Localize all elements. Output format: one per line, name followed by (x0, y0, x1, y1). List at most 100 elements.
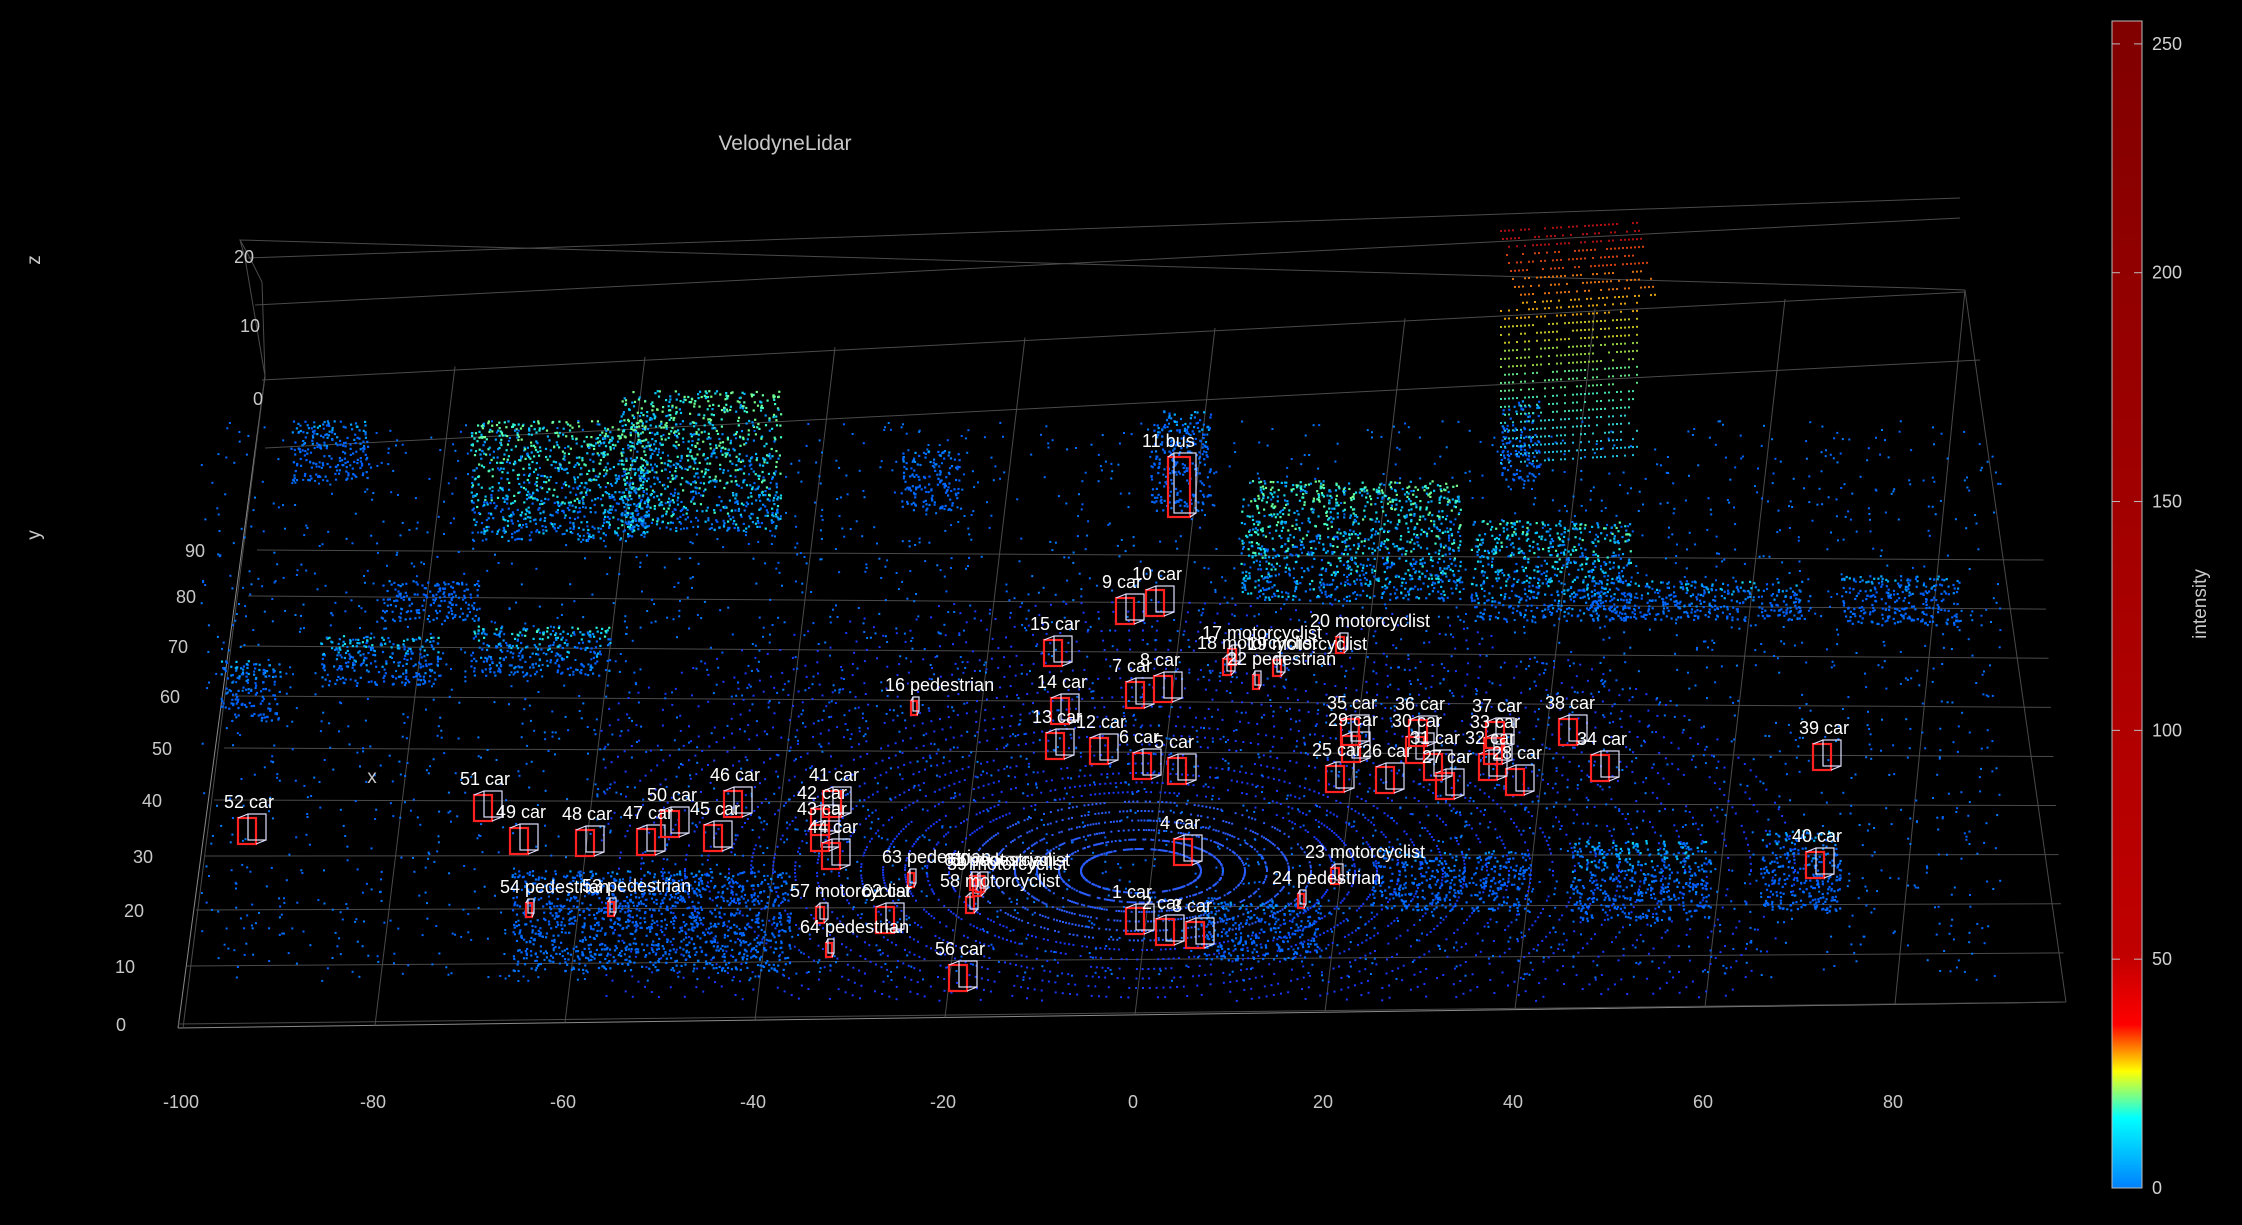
object-label: 25 car (1312, 740, 1362, 760)
object-label: 8 car (1140, 650, 1180, 670)
object-label: 45 car (690, 799, 740, 819)
point-cloud (200, 221, 2002, 1002)
bounding-box-car (1114, 593, 1145, 626)
bounding-box-motorcyclist (1329, 863, 1344, 886)
object-label: 26 car (1362, 741, 1412, 761)
object-label: 31 car (1410, 728, 1460, 748)
bounding-box-car (874, 902, 905, 935)
bounding-box-pedestrian (606, 897, 617, 918)
bounding-box-motorcyclist (1221, 654, 1236, 677)
bounding-box-car (1324, 761, 1355, 794)
object-label: 62 car (862, 881, 912, 901)
object-label: 5 car (1154, 732, 1194, 752)
object-label: 29 car (1328, 710, 1378, 730)
object-label: 48 car (562, 804, 612, 824)
object-label: 61 pedestrian (944, 850, 1053, 870)
object-label: 24 pedestrian (1272, 868, 1381, 888)
x-tick-label: 80 (1883, 1092, 1903, 1112)
object-label: 39 car (1799, 718, 1849, 738)
y-tick-label: 90 (185, 541, 205, 561)
bounding-box-car (820, 838, 851, 871)
object-label: 60 motorcyclist (950, 850, 1070, 870)
x-tick-label: 40 (1503, 1092, 1523, 1112)
object-label: 19 motorcyclist (1247, 634, 1367, 654)
x-tick-label: -100 (163, 1092, 199, 1112)
object-label: 54 pedestrian (500, 877, 609, 897)
object-label: 46 car (710, 765, 760, 785)
object-label: 56 car (935, 939, 985, 959)
object-label: 1 car (1112, 882, 1152, 902)
bounding-box-car (472, 790, 503, 823)
object-label: 27 car (1422, 747, 1472, 767)
bounding-box-car (1484, 717, 1515, 750)
y-tick-label: 40 (142, 791, 162, 811)
y-tick-label: 30 (133, 847, 153, 867)
y-tick-label: 50 (152, 739, 172, 759)
colorbar-tick-label: 50 (2152, 949, 2172, 969)
colorbar-tick-label: 150 (2152, 492, 2182, 512)
object-label: 36 car (1395, 694, 1445, 714)
y-tick-label: 0 (116, 1015, 126, 1035)
object-label: 40 car (1792, 826, 1842, 846)
object-label: 50 car (647, 785, 697, 805)
figure-title: VelodyneLidar (718, 132, 851, 155)
object-label: 17 motorcyclist (1202, 623, 1322, 643)
bounding-box-car (1049, 693, 1080, 726)
object-label: 11 bus (1142, 431, 1195, 451)
bounding-box-car (947, 960, 978, 993)
x-tick-label: 0 (1128, 1092, 1138, 1112)
bounding-box-car (635, 824, 666, 857)
object-label: 63 pedestrian (882, 847, 991, 867)
object-label: 32 car (1465, 728, 1515, 748)
bounding-box-pedestrian (906, 868, 917, 889)
x-axis-label: x (367, 767, 377, 788)
x-tick-label: -40 (740, 1092, 766, 1112)
object-label: 44 car (808, 817, 858, 837)
bounding-box-car (1042, 635, 1073, 668)
object-label: 18 motorcyclist (1197, 633, 1317, 653)
object-label: 22 pedestrian (1227, 649, 1336, 669)
colorbar-ticks: 0 50 100 150 200 250 (2112, 34, 2182, 1198)
colorbar-label: intensity (2190, 569, 2211, 639)
bounding-box-pedestrian (524, 898, 535, 919)
z-axis-label: z (24, 255, 45, 265)
bounding-box-car (1124, 677, 1155, 710)
bounding-box-car (574, 825, 605, 858)
bounding-box-car (1166, 753, 1197, 786)
object-label: 43 car (797, 799, 847, 819)
object-label: 9 car (1102, 572, 1142, 592)
y-tick-label: 60 (160, 687, 180, 707)
y-tick-label: 10 (115, 957, 135, 977)
bounding-box-car (1374, 762, 1405, 795)
bounding-box-car (809, 820, 840, 853)
object-label: 28 car (1492, 743, 1542, 763)
object-label: 37 car (1472, 696, 1522, 716)
bounding-box-pedestrian (824, 938, 835, 959)
x-tick-label: -20 (930, 1092, 956, 1112)
object-label: 64 pedestrian (800, 917, 909, 937)
bounding-box-car (1589, 750, 1620, 783)
bounding-box-car (1804, 847, 1835, 880)
object-label: 14 car (1037, 672, 1087, 692)
object-label: 12 car (1076, 712, 1126, 732)
object-label: 49 car (496, 802, 546, 822)
axis-ticks: -100 -80 -60 -40 -20 0 20 40 60 80 0 10 20 30 40 50 60 70… (115, 247, 1903, 1112)
x-tick-label: 60 (1693, 1092, 1713, 1112)
object-label: 6 car (1119, 727, 1159, 747)
bounding-box-car (1434, 768, 1465, 801)
bounding-box-bus (1166, 452, 1197, 519)
bounding-box-pedestrian (1296, 889, 1307, 910)
bounding-box-car (1088, 733, 1119, 766)
object-label: 35 car (1327, 693, 1377, 713)
colorbar: 0 50 100 150 200 250 intensity (2111, 20, 2211, 1198)
bounding-box-car (1044, 728, 1075, 761)
bounding-box-car (1422, 749, 1453, 782)
bounding-box-car (702, 820, 733, 853)
bounding-box-car (1339, 714, 1370, 747)
bounding-box-pedestrian (909, 696, 920, 717)
x-tick-label: -80 (360, 1092, 386, 1112)
bounding-box-car (236, 813, 267, 846)
object-label: 4 car (1160, 813, 1200, 833)
x-tick-label: -60 (550, 1092, 576, 1112)
